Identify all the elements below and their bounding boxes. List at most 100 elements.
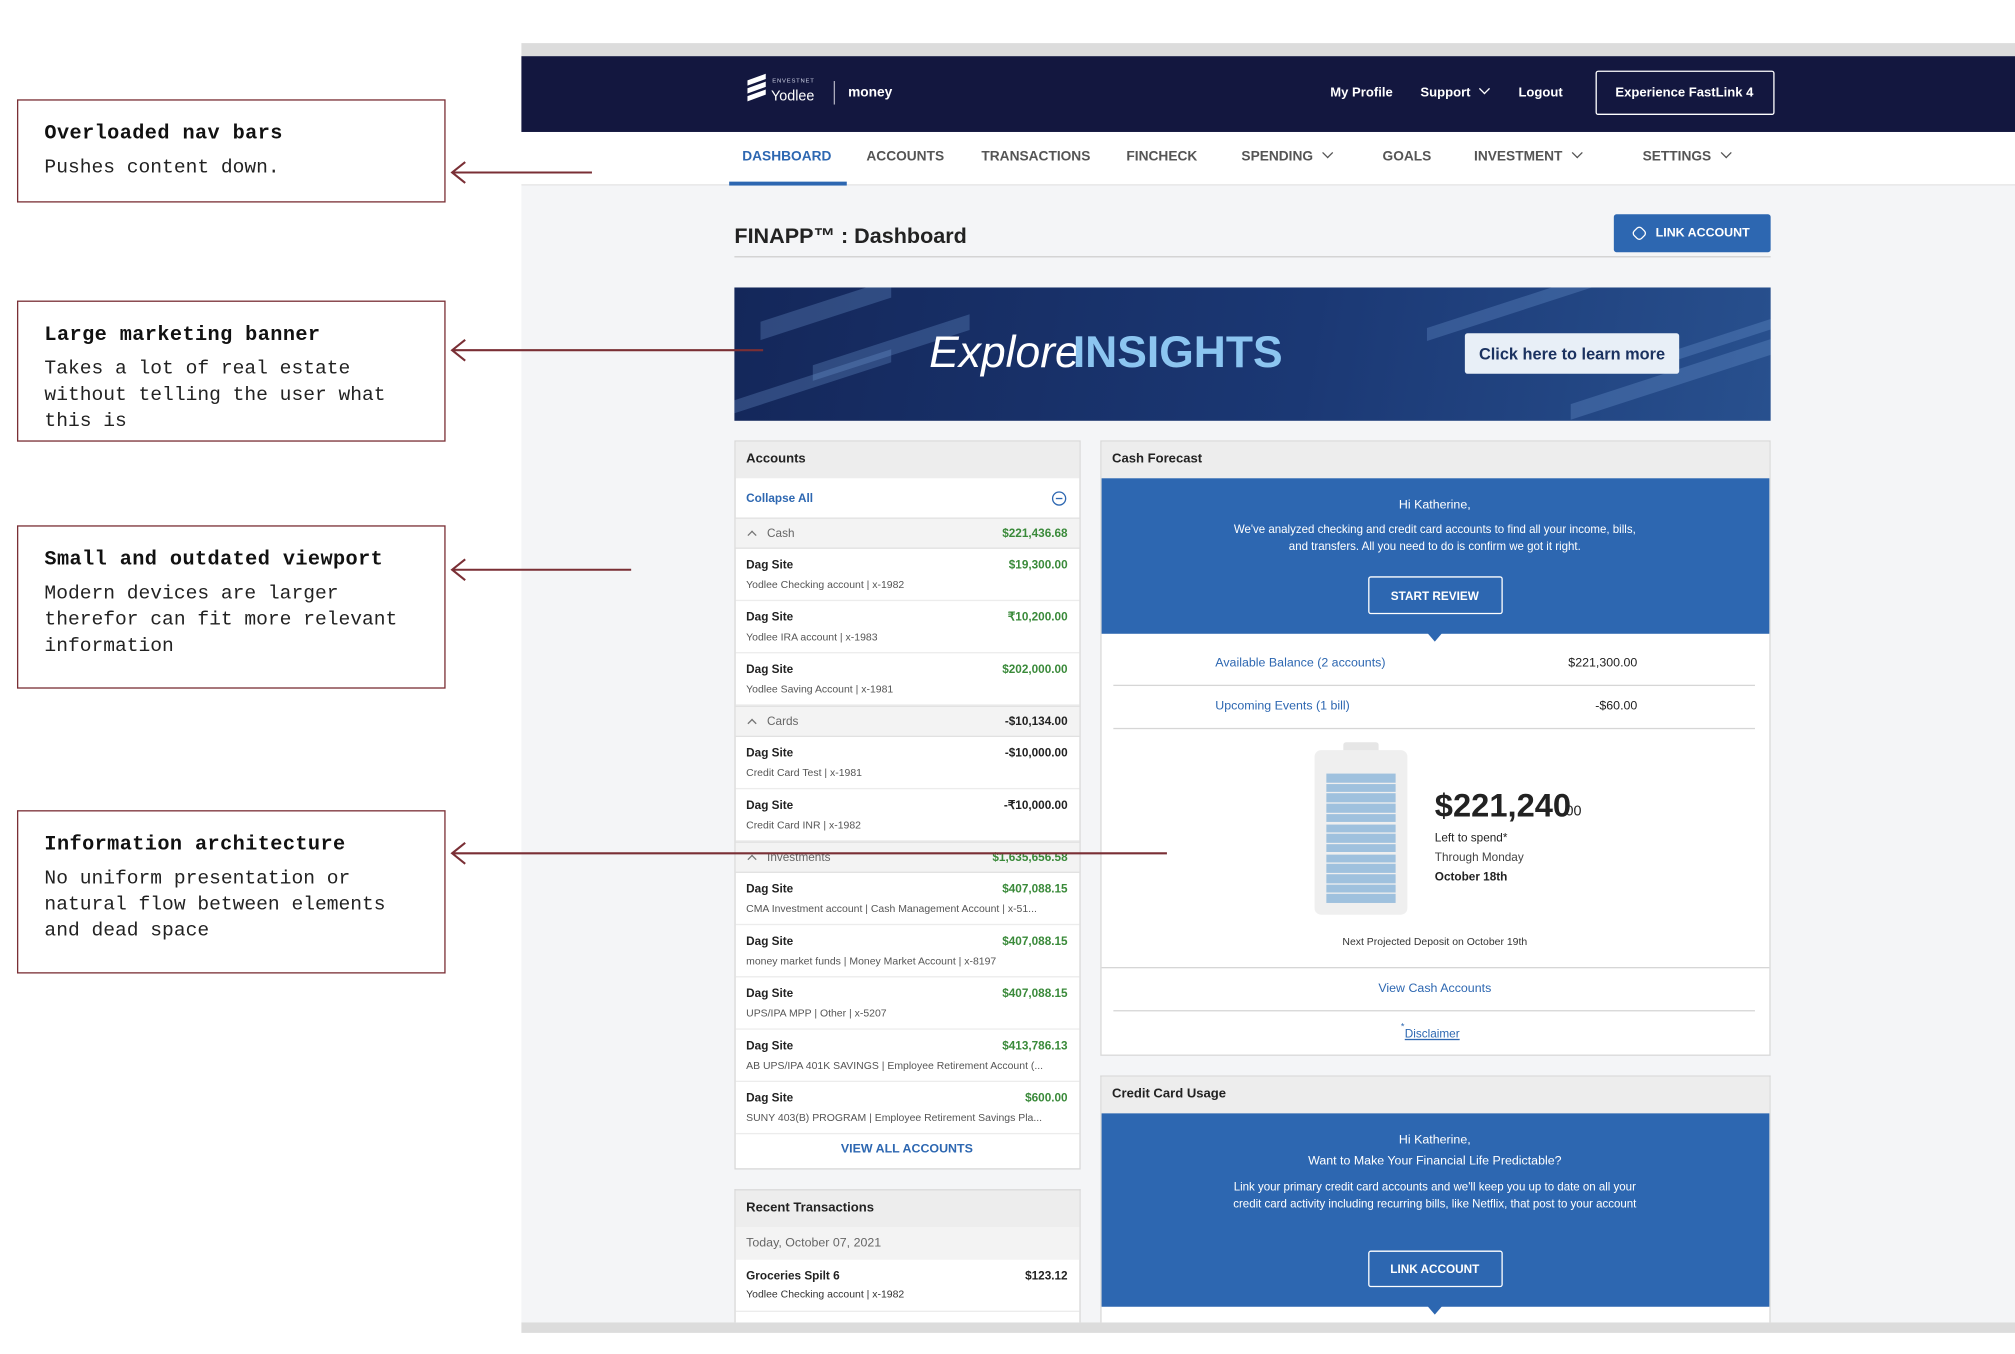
credit-question: Want to Make Your Financial Life Predict… [1308, 1153, 1562, 1169]
brand-divider [833, 81, 836, 105]
panel-title: Credit Card Usage [1112, 1087, 1227, 1102]
disclaimer-mark: * [1400, 1023, 1405, 1033]
transaction-detail: Yodlee Checking account | x-1982 [746, 1288, 905, 1301]
nav-link[interactable]: Support [1420, 83, 1491, 105]
collapse-all[interactable]: Collapse All [746, 491, 814, 505]
battery-cell [1326, 823, 1396, 833]
annotation-title: Large marketing banner [44, 322, 321, 347]
account-row[interactable] [735, 737, 1080, 790]
account-row[interactable] [735, 549, 1080, 602]
account-detail: Yodlee Checking account | x-1982 [746, 578, 905, 591]
account-name: Dag Site [746, 986, 794, 1000]
section-rule [1101, 966, 1770, 969]
left-amount: $221,240 [1434, 787, 1572, 825]
tab[interactable]: ACCOUNTS [866, 148, 945, 165]
through-date: October 18th [1434, 870, 1508, 884]
disclaimer[interactable]: Disclaimer [1404, 1027, 1460, 1041]
group-total: $221,436.68 [1002, 526, 1068, 540]
annotation-title: Information architecture [44, 832, 346, 856]
battery-cell [1326, 793, 1396, 803]
row-rule [1113, 727, 1755, 730]
banner-stripe [734, 349, 892, 421]
transaction-name: Groceries Spilt 6 [746, 1268, 840, 1282]
link-account-label[interactable]: LINK ACCOUNT [1655, 226, 1750, 241]
battery-cap [1343, 742, 1379, 753]
account-detail: Yodlee Saving Account | x-1981 [746, 683, 894, 696]
cta-label[interactable]: Experience FastLink 4 [1615, 86, 1754, 101]
tab[interactable]: DASHBOARD [742, 148, 832, 165]
battery-cell [1326, 833, 1396, 843]
account-row[interactable] [735, 925, 1080, 978]
hero-message: We've analyzed checking and credit card … [1233, 522, 1636, 553]
account-detail: UPS/IPA MPP | Other | x-5207 [746, 1007, 887, 1020]
link-account-label[interactable]: LINK ACCOUNT [1390, 1262, 1480, 1276]
banner-button[interactable] [1464, 333, 1680, 374]
collapse-icon[interactable] [1051, 491, 1067, 506]
account-name: Dag Site [746, 557, 794, 572]
tab[interactable]: SETTINGS [1643, 146, 1732, 167]
cta-button[interactable] [1595, 70, 1775, 115]
account-name: Dag Site [746, 1038, 794, 1052]
nav-link[interactable]: Logout [1518, 86, 1563, 101]
start-review-label[interactable]: START REVIEW [1390, 589, 1479, 603]
group-name: Cards [767, 714, 799, 728]
account-row[interactable] [735, 1030, 1080, 1082]
banner-title-b: INSIGHTS [1072, 327, 1283, 378]
greeting: Hi Katherine, [1398, 1132, 1471, 1148]
account-row[interactable] [735, 601, 1080, 654]
forecast-row-label[interactable]: Available Balance (2 accounts) [1215, 655, 1386, 671]
panel-title: Accounts [746, 452, 806, 467]
annotation-box: Information architecture No uniform prese… [16, 810, 446, 974]
account-row[interactable] [735, 653, 1080, 706]
group-name: Investments [767, 850, 831, 864]
transaction-row[interactable] [735, 1260, 1080, 1312]
credit-hero [1101, 1113, 1770, 1307]
frame-bottom [521, 1322, 2015, 1333]
account-row[interactable] [735, 977, 1080, 1030]
view-cash-accounts[interactable]: View Cash Accounts [1378, 981, 1492, 996]
tab[interactable]: TRANSACTIONS [981, 148, 1091, 165]
link-account-button[interactable] [1368, 1250, 1503, 1288]
banner-button-label[interactable]: Click here to learn more [1478, 344, 1666, 364]
group-name: Cash [767, 526, 795, 540]
group-total: $1,635,656.58 [992, 850, 1068, 864]
account-row[interactable] [735, 789, 1080, 842]
through: Through Monday [1434, 850, 1524, 864]
account-amount: ₹10,200.00 [1007, 610, 1068, 624]
battery-cell [1326, 803, 1396, 813]
account-name: Dag Site [746, 1091, 794, 1105]
nav-link[interactable]: My Profile [1330, 86, 1393, 101]
page-title: FINAPP™ : Dashboard [734, 224, 967, 249]
annotation-box: Small and outdated viewport Modern device… [16, 525, 446, 689]
account-name: Dag Site [746, 746, 794, 760]
tab[interactable]: INVESTMENT [1474, 146, 1583, 167]
view-all-accounts[interactable]: VIEW ALL ACCOUNTS [840, 1142, 973, 1157]
forecast-row-label[interactable]: Upcoming Events (1 bill) [1215, 699, 1350, 714]
banner-title-a: Explore [929, 327, 1080, 378]
start-review-button[interactable] [1368, 576, 1503, 615]
forecast-row-value: -$60.00 [1595, 699, 1638, 714]
panel-title: Recent Transactions [746, 1200, 874, 1216]
tab[interactable]: FINCHECK [1126, 148, 1198, 165]
account-detail: Credit Card Test | x-1981 [746, 767, 862, 779]
account-amount: $407,088.15 [1002, 986, 1068, 1000]
chevron [1321, 147, 1333, 159]
account-row[interactable] [735, 1082, 1080, 1135]
annotation-box: Large marketing banner Takes a lot of rea… [16, 300, 446, 442]
group-total: -$10,134.00 [1004, 714, 1068, 728]
account-row[interactable] [735, 873, 1080, 926]
tab[interactable]: SPENDING [1241, 146, 1333, 167]
battery-cell [1326, 874, 1396, 883]
hero-message: Link your primary credit card accounts a… [1233, 1179, 1637, 1211]
account-name: Dag Site [746, 882, 794, 896]
link-account-button[interactable] [1613, 214, 1771, 253]
tab[interactable]: GOALS [1382, 148, 1432, 165]
account-amount: $407,088.15 [1002, 882, 1068, 896]
panel-header [735, 1190, 1080, 1228]
row-rule [1113, 1010, 1755, 1012]
group-row [735, 517, 1080, 549]
product: money [848, 84, 893, 101]
chevron [1571, 147, 1583, 159]
battery-cell [1326, 813, 1396, 823]
